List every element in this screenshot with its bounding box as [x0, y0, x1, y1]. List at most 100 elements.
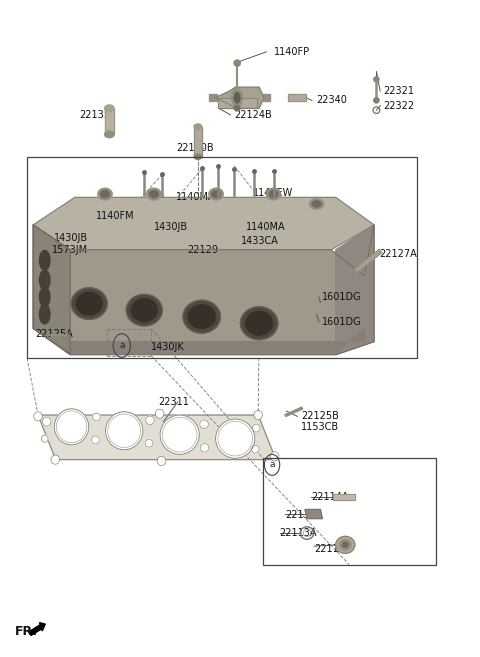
Ellipse shape [188, 305, 215, 328]
Ellipse shape [39, 250, 50, 270]
Text: 1140FP: 1140FP [274, 47, 310, 57]
Ellipse shape [39, 287, 50, 307]
Ellipse shape [234, 60, 240, 66]
Ellipse shape [39, 270, 50, 290]
Text: 22322: 22322 [384, 101, 415, 110]
Ellipse shape [232, 89, 242, 107]
Ellipse shape [98, 188, 112, 200]
Ellipse shape [156, 410, 163, 417]
Text: FR.: FR. [15, 625, 38, 638]
Polygon shape [194, 127, 202, 157]
Text: 22135: 22135 [80, 110, 111, 120]
Bar [27, 157, 417, 358]
Text: 1430JB: 1430JB [154, 222, 188, 232]
Text: 1140MA: 1140MA [246, 222, 286, 232]
Text: 22125A: 22125A [35, 328, 73, 339]
Ellipse shape [216, 419, 255, 459]
Ellipse shape [310, 198, 324, 209]
Ellipse shape [234, 93, 240, 103]
Text: 22321: 22321 [384, 86, 415, 96]
Polygon shape [38, 415, 276, 460]
Text: 1140EW: 1140EW [253, 189, 293, 198]
Text: 1573JM: 1573JM [52, 245, 88, 255]
Ellipse shape [200, 443, 209, 452]
Text: 1140MA: 1140MA [176, 193, 216, 202]
Ellipse shape [194, 124, 202, 129]
Text: 1601DG: 1601DG [323, 317, 362, 327]
Bar [263, 459, 436, 564]
Ellipse shape [126, 294, 162, 326]
Ellipse shape [76, 292, 102, 315]
Polygon shape [288, 94, 306, 101]
Ellipse shape [158, 457, 165, 464]
Text: 22125B: 22125B [301, 411, 339, 421]
Ellipse shape [146, 416, 155, 424]
Polygon shape [333, 493, 355, 499]
Ellipse shape [101, 191, 109, 198]
Ellipse shape [132, 299, 157, 321]
Ellipse shape [342, 542, 348, 547]
Polygon shape [218, 98, 257, 108]
Text: 22127A: 22127A [379, 249, 417, 259]
Ellipse shape [246, 311, 273, 335]
Text: 22113A: 22113A [280, 528, 317, 538]
Ellipse shape [105, 105, 114, 112]
Ellipse shape [106, 412, 143, 450]
Text: 22340: 22340 [317, 95, 348, 105]
Ellipse shape [105, 131, 114, 138]
Text: 22129: 22129 [187, 245, 218, 255]
Polygon shape [215, 87, 264, 108]
Ellipse shape [336, 536, 355, 553]
Text: 1601DG: 1601DG [323, 292, 362, 302]
Text: a: a [269, 461, 275, 469]
Ellipse shape [52, 456, 59, 463]
Ellipse shape [42, 417, 51, 426]
Ellipse shape [92, 436, 99, 444]
Text: 22114A: 22114A [311, 492, 348, 502]
Ellipse shape [240, 307, 278, 340]
Ellipse shape [374, 77, 379, 82]
Ellipse shape [252, 445, 259, 453]
Ellipse shape [339, 539, 351, 550]
Text: 1153CB: 1153CB [301, 422, 339, 432]
Ellipse shape [183, 300, 220, 333]
Ellipse shape [266, 188, 281, 200]
Ellipse shape [93, 413, 100, 421]
Text: 22114A: 22114A [286, 510, 323, 520]
Ellipse shape [312, 201, 321, 207]
Text: 1430JB: 1430JB [54, 233, 88, 243]
Ellipse shape [255, 411, 262, 419]
Text: a: a [119, 341, 124, 350]
Text: 22110B: 22110B [176, 143, 214, 153]
Polygon shape [305, 509, 323, 518]
Ellipse shape [209, 188, 223, 200]
Polygon shape [33, 225, 374, 355]
Polygon shape [105, 108, 114, 135]
Ellipse shape [35, 413, 41, 420]
Ellipse shape [72, 288, 107, 319]
Polygon shape [336, 225, 374, 355]
Ellipse shape [194, 154, 202, 160]
Polygon shape [209, 94, 217, 101]
Ellipse shape [150, 191, 158, 198]
Polygon shape [263, 94, 270, 101]
Polygon shape [33, 225, 70, 353]
Ellipse shape [200, 420, 208, 428]
Ellipse shape [39, 304, 50, 324]
Ellipse shape [234, 106, 240, 111]
Ellipse shape [252, 424, 260, 432]
Ellipse shape [145, 440, 153, 447]
Polygon shape [70, 328, 364, 353]
Text: 1430JK: 1430JK [151, 342, 184, 352]
Text: 22112A: 22112A [314, 545, 352, 555]
Polygon shape [33, 197, 374, 250]
Text: 22311: 22311 [158, 397, 190, 407]
Ellipse shape [160, 415, 199, 455]
Text: 1433CA: 1433CA [241, 236, 279, 246]
Ellipse shape [54, 409, 89, 445]
Ellipse shape [212, 191, 220, 198]
Ellipse shape [271, 453, 278, 460]
Ellipse shape [374, 98, 379, 103]
Ellipse shape [269, 191, 278, 198]
FancyArrow shape [30, 623, 45, 635]
